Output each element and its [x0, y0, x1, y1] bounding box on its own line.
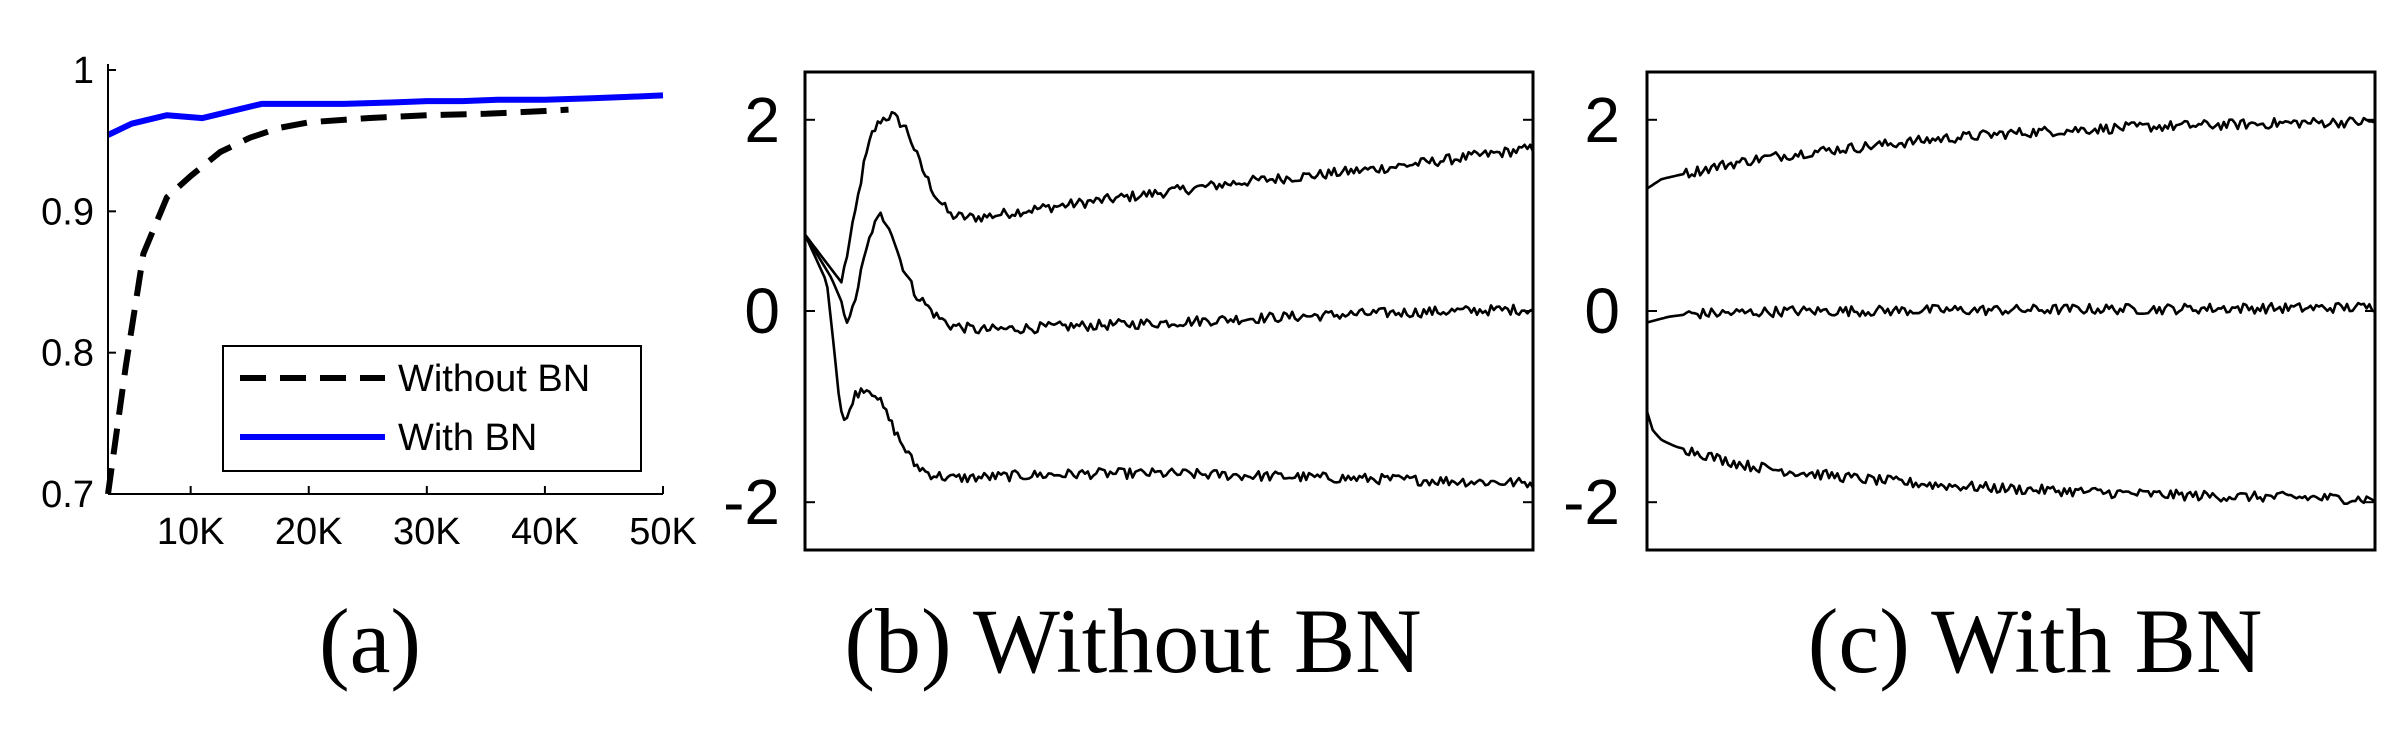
- panel-b: -2 0 2 (b) Without BN: [723, 70, 1535, 692]
- panel-a-series-line-without-bn: [105, 106, 569, 495]
- panel-b-y-tick-label: -2: [723, 466, 780, 538]
- panel-b-series: [803, 110, 1535, 489]
- panel-a-y-tick-label: 0.9: [41, 191, 94, 233]
- panel-c: -2 0 2 (c) With BN: [1563, 70, 2377, 692]
- panel-a-series-line-with-bn: [106, 92, 664, 138]
- panel-c-y-tick-label: 0: [1584, 275, 1620, 347]
- panel-a-series: [105, 92, 664, 495]
- panel-a-x-tick-label: 50K: [629, 511, 697, 553]
- panel-c-series: [1645, 116, 2376, 506]
- legend-box: [222, 345, 642, 472]
- panel-a-y-tick-label: 1: [73, 50, 94, 92]
- panel-a: 10K 20K 30K 40K 50K 0.7 0.8 0.9 1 Without BN Wit…: [41, 50, 697, 692]
- panel-c-trace-3: [1645, 411, 2376, 506]
- caption-a: (a): [319, 590, 421, 692]
- panel-a-x-tick-label: 30K: [393, 511, 461, 553]
- panel-a-y-tick-label: 0.7: [41, 474, 94, 516]
- caption-b: (b) Without BN: [844, 590, 1421, 692]
- panel-b-trace-1: [803, 110, 1535, 284]
- panel-b-trace-3: [803, 233, 1535, 489]
- panel-c-y-tick-label: 2: [1584, 84, 1620, 156]
- panel-c-ticks: -2 0 2: [1563, 84, 2375, 538]
- legend-label-with-bn: With BN: [398, 417, 537, 459]
- panel-b-ticks: -2 0 2: [723, 84, 1533, 538]
- caption-c: (c) With BN: [1808, 590, 2263, 692]
- panel-a-x-tick-label: 10K: [157, 511, 225, 553]
- panel-a-axes: [107, 64, 663, 495]
- panel-a-x-tick-label: 40K: [511, 511, 579, 553]
- panel-a-y-tick-label: 0.8: [41, 333, 94, 375]
- panel-b-trace-2: [803, 211, 1534, 335]
- panel-b-y-tick-label: 0: [744, 275, 780, 347]
- panel-b-y-tick-label: 2: [744, 84, 780, 156]
- panel-c-trace-1: [1646, 116, 2376, 190]
- panel-c-trace-2: [1646, 301, 2376, 324]
- panel-a-x-tick-label: 20K: [275, 511, 343, 553]
- legend-label-without-bn: Without BN: [398, 358, 590, 400]
- panel-a-ticks: 10K 20K 30K 40K 50K 0.7 0.8 0.9 1: [41, 50, 697, 553]
- panel-a-legend: Without BN With BN: [222, 345, 642, 472]
- panel-c-y-tick-label: -2: [1563, 466, 1620, 538]
